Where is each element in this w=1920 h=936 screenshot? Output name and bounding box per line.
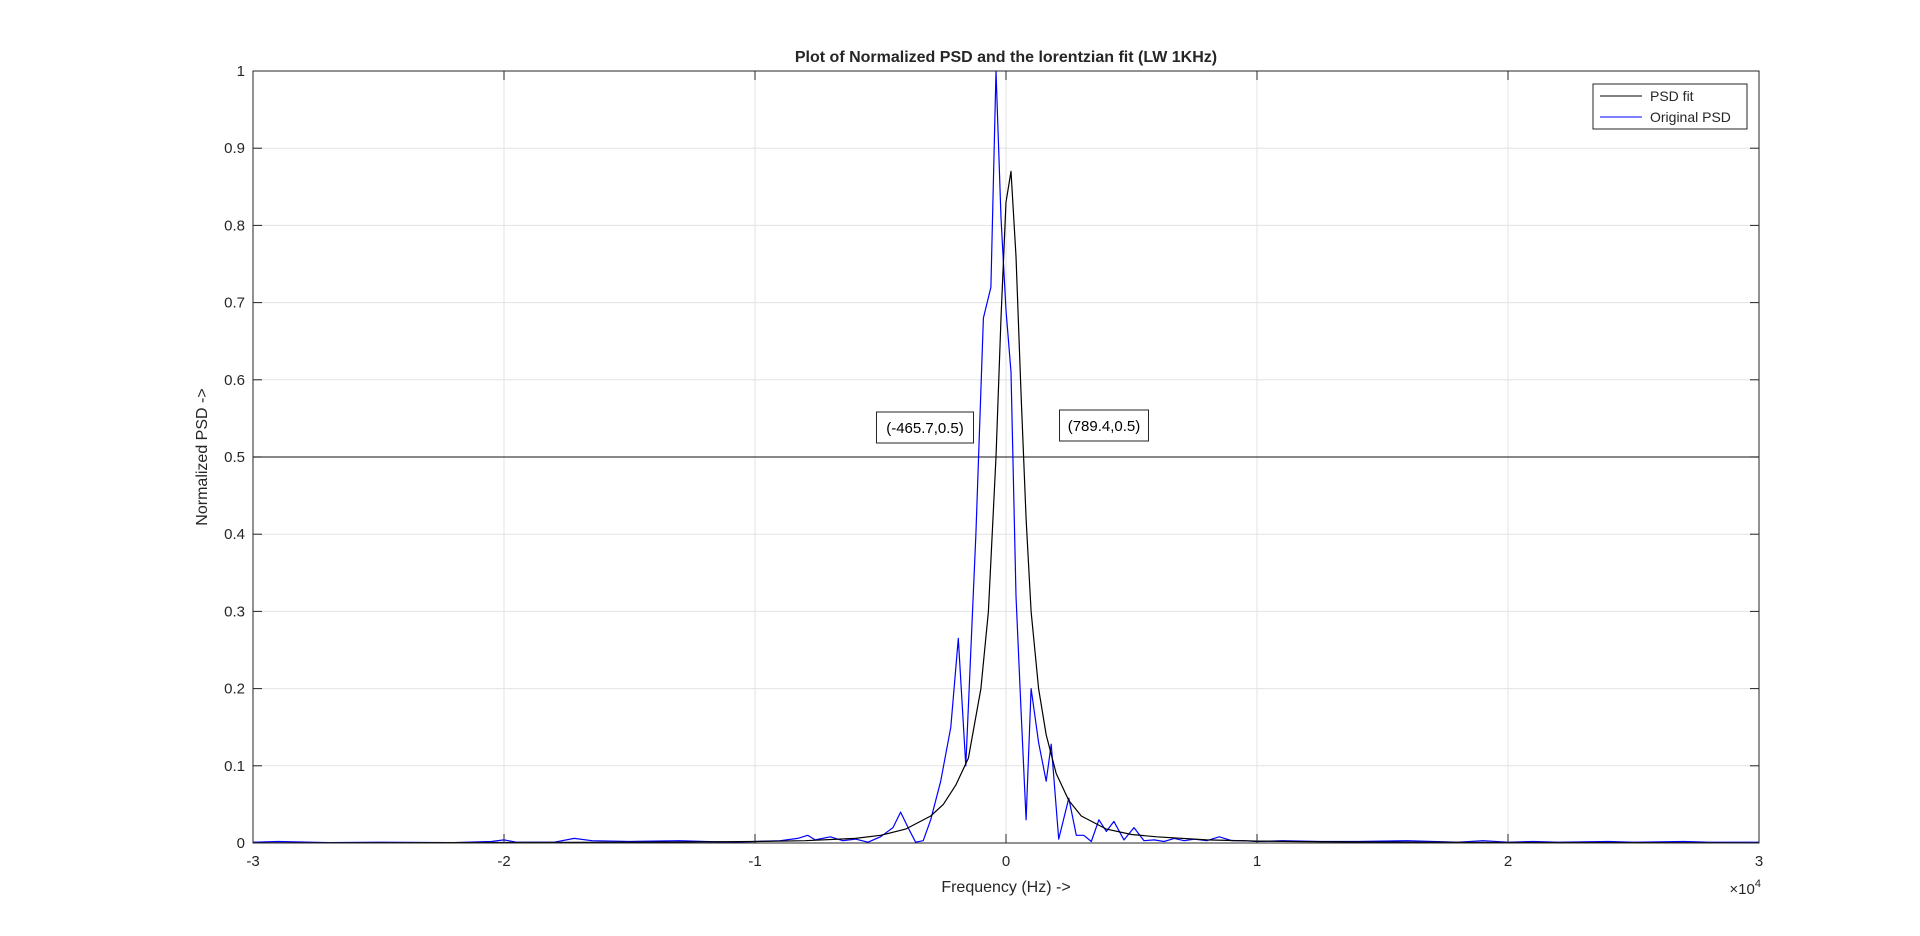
y-tick-label: 0.3: [224, 603, 245, 620]
x-exponent-base: ×10: [1729, 881, 1754, 898]
datatip-box: [876, 411, 974, 444]
y-tick-label: 0.6: [224, 372, 245, 389]
datatip-box: [1059, 409, 1149, 442]
x-tick-label: 1: [1253, 853, 1261, 870]
legend[interactable]: PSD fit Original PSD: [1592, 83, 1748, 130]
y-tick-label: 0.8: [224, 217, 245, 234]
series-layer: [252, 70, 1760, 844]
x-tick-label: -2: [497, 853, 510, 870]
ticks: -3 -2 -1 0 1 2 3 0 0.1 0.2 0.3 0.4 0.5 0.6 0.7 0.8 0.9 1: [224, 63, 1763, 870]
x-tick-label: 0: [1002, 853, 1010, 870]
x-axis-label: Frequency (Hz) ->: [941, 879, 1070, 896]
y-tick-label: 0.4: [224, 526, 245, 543]
series-line-psd-fit: [252, 170, 1760, 844]
datatip-left[interactable]: (-465.7,0.5): [876, 411, 974, 444]
x-tick-label: 3: [1755, 853, 1763, 870]
y-tick-label: 0.7: [224, 295, 245, 312]
y-tick-label: 0.2: [224, 681, 245, 698]
datatip-right[interactable]: (789.4,0.5): [1059, 409, 1149, 442]
chart-title: Plot of Normalized PSD and the lorentzia…: [795, 49, 1217, 66]
y-axis-label: Normalized PSD ->: [194, 388, 211, 525]
x-exponent-power: 4: [1755, 878, 1761, 890]
annotations: (-465.7,0.5) (789.4,0.5): [876, 409, 1149, 444]
x-tick-label: 2: [1504, 853, 1512, 870]
y-tick-label: 0.9: [224, 140, 245, 157]
y-tick-label: 1: [237, 63, 245, 80]
y-tick-label: 0.1: [224, 758, 245, 775]
legend-entry-psd-fit: PSD fit: [1650, 88, 1694, 104]
legend-entry-original-psd: Original PSD: [1650, 109, 1731, 125]
y-tick-label: 0.5: [224, 449, 245, 466]
datatip-label: (789.4,0.5): [1068, 418, 1141, 435]
y-tick-label: 0: [237, 835, 245, 852]
x-tick-label: -3: [246, 853, 259, 870]
x-tick-label: -1: [748, 853, 761, 870]
x-axis-exponent: ×104: [1729, 878, 1761, 898]
legend-box: [1592, 83, 1748, 130]
datatip-label: (-465.7,0.5): [886, 420, 964, 437]
